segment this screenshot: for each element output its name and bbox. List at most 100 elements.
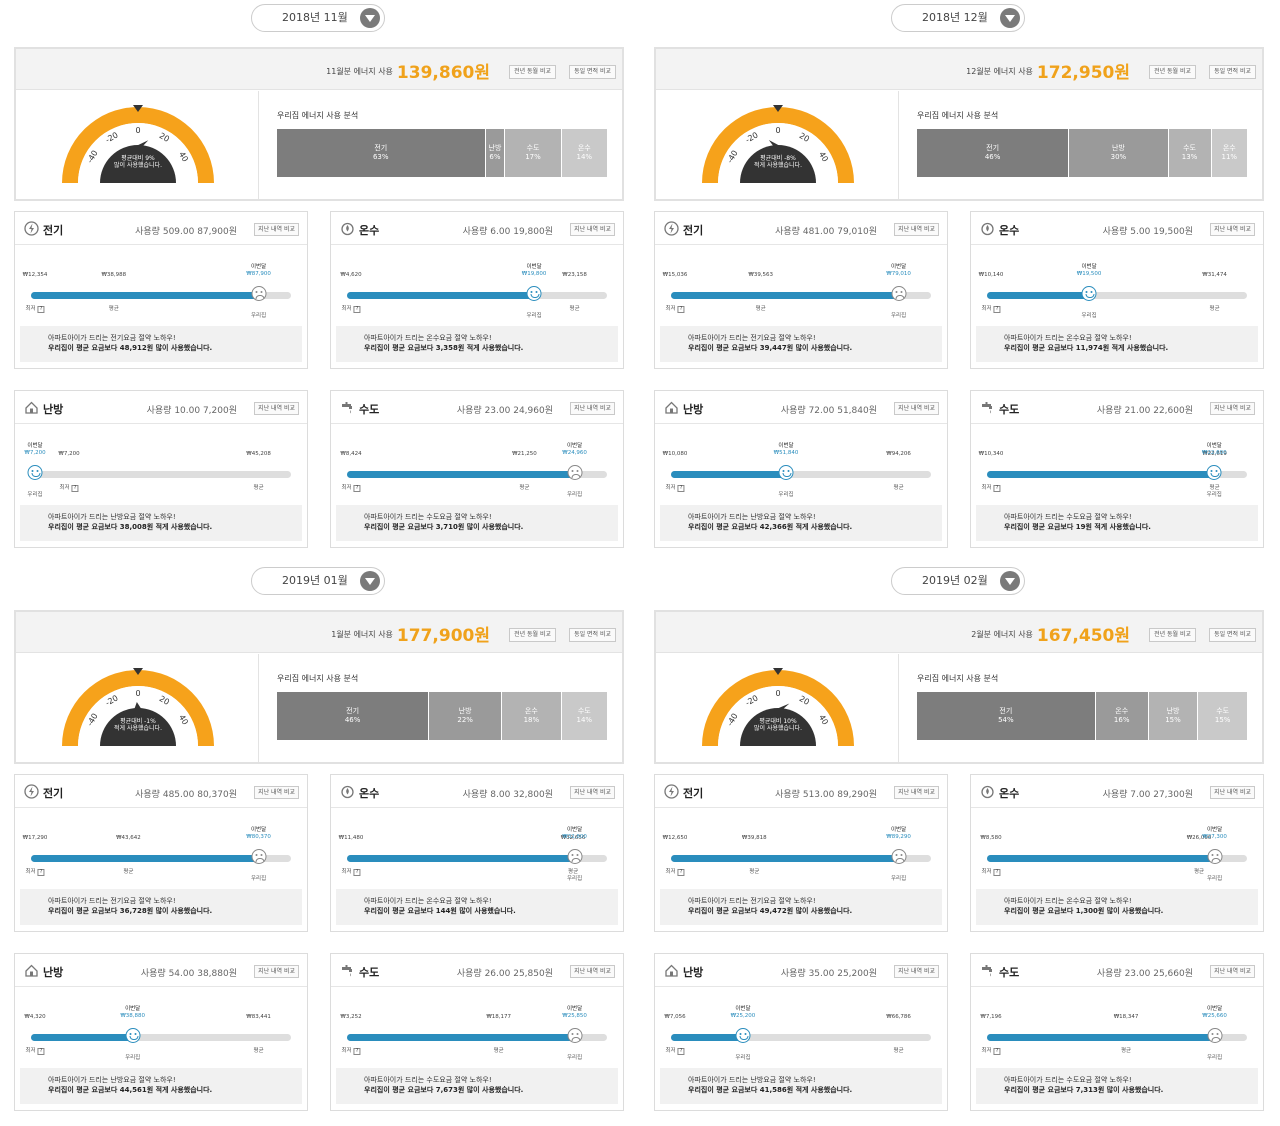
usage-value: 485.00 xyxy=(162,790,195,800)
card-header: 난방 사용량 54.00 38,880원 지난 내역 비교 xyxy=(15,954,307,987)
marker-avg: ₩45,208 xyxy=(246,451,271,458)
won-unit: 원 xyxy=(474,626,490,646)
gauge-caption-line2: 적게 사용했습니다. xyxy=(114,725,162,732)
help-icon[interactable]: ? xyxy=(37,869,45,876)
help-icon[interactable]: ? xyxy=(353,1048,361,1055)
history-compare-button[interactable]: 지난 내역 비교 xyxy=(1210,965,1255,978)
help-icon[interactable]: ? xyxy=(993,869,1001,876)
history-compare-button[interactable]: 지난 내역 비교 xyxy=(254,786,299,799)
help-icon[interactable]: ? xyxy=(353,306,361,313)
summary-body: -40 -20 0 20 40 평균대비 -8% 적게 사용했습니다. 우리집 에너지 사용 … xyxy=(656,91,1262,199)
utility-name: 난방 xyxy=(683,403,704,416)
prev-year-compare-button[interactable]: 전년 동월 비교 xyxy=(1149,65,1196,79)
usage-summary: 사용량 513.00 89,290원 xyxy=(775,787,877,800)
marker-caption: 최저 xyxy=(981,1048,992,1054)
history-compare-button[interactable]: 지난 내역 비교 xyxy=(570,965,615,978)
history-compare-button[interactable]: 지난 내역 비교 xyxy=(894,223,939,236)
history-compare-button[interactable]: 지난 내역 비교 xyxy=(570,402,615,415)
utility-card: 전기 사용량 485.00 80,370원 지난 내역 비교 ₩17,290 최저? ₩4… xyxy=(14,774,308,932)
total-amount: 167,450 xyxy=(1036,626,1115,646)
history-compare-button[interactable]: 지난 내역 비교 xyxy=(570,786,615,799)
history-compare-button[interactable]: 지난 내역 비교 xyxy=(254,402,299,415)
card-header: 수도 사용량 26.00 25,850원 지난 내역 비교 xyxy=(331,954,623,987)
month-selector[interactable]: 2019년 02월 xyxy=(891,567,1025,595)
usage-amount: 22,600원 xyxy=(1153,406,1193,416)
chevron-down-icon[interactable] xyxy=(1000,8,1020,28)
help-icon[interactable]: ? xyxy=(677,869,685,876)
breakdown-segment: 수도 13% xyxy=(1168,129,1212,177)
history-compare-button[interactable]: 지난 내역 비교 xyxy=(254,965,299,978)
marker-avg: ₩32,656 xyxy=(561,835,586,842)
help-icon[interactable]: ? xyxy=(993,1048,1001,1055)
usage-label: 사용량 xyxy=(462,227,488,237)
segment-percent: 46% xyxy=(984,153,1001,161)
help-icon[interactable]: ? xyxy=(353,869,361,876)
this-month-label: 이번달 xyxy=(27,443,43,449)
this-month-label: 이번달 xyxy=(891,827,907,833)
utility-name: 난방 xyxy=(43,403,64,416)
happy-face-icon xyxy=(735,1028,751,1043)
history-compare-button[interactable]: 지난 내역 비교 xyxy=(894,402,939,415)
history-compare-button[interactable]: 지난 내역 비교 xyxy=(1210,786,1255,799)
prev-year-compare-button[interactable]: 전년 동월 비교 xyxy=(1149,628,1196,642)
ours-label: 우리집 xyxy=(735,1055,751,1061)
chevron-down-icon[interactable] xyxy=(1000,571,1020,591)
help-icon[interactable]: ? xyxy=(993,485,1001,492)
history-compare-button[interactable]: 지난 내역 비교 xyxy=(254,223,299,236)
marker-amount: ₩31,474 xyxy=(1202,272,1227,278)
card-header: 수도 사용량 21.00 22,600원 지난 내역 비교 xyxy=(971,391,1263,424)
this-month-label: 이번달 xyxy=(891,264,907,270)
marker-caption: 평균 xyxy=(1209,485,1220,491)
marker-min-label: 최저? xyxy=(25,1046,45,1055)
breakdown-segment: 전기 46% xyxy=(917,129,1070,177)
help-icon[interactable]: ? xyxy=(37,306,45,313)
history-compare-button[interactable]: 지난 내역 비교 xyxy=(1210,223,1255,236)
month-section: 2019년 01월 177,900원 전년 동월 비교 동일 면적 비교 1월분 에너지… xyxy=(14,563,624,1126)
energy-summary-panel: 139,860원 전년 동월 비교 동일 면적 비교 11월분 에너지 사용 -40 -2… xyxy=(14,47,624,201)
marker-avg-label: 평균 xyxy=(1210,483,1220,491)
prev-year-compare-button[interactable]: 전년 동월 비교 xyxy=(509,628,556,642)
marker-caption: 최저 xyxy=(665,306,676,312)
marker-amount: ₩4,620 xyxy=(340,272,362,278)
usage-summary: 사용량 6.00 19,800원 xyxy=(463,224,553,237)
usage-label: 사용량 xyxy=(456,406,482,416)
same-area-compare-button[interactable]: 동일 면적 비교 xyxy=(569,65,616,79)
history-compare-button[interactable]: 지난 내역 비교 xyxy=(894,965,939,978)
ours-label: 우리집 xyxy=(567,876,583,882)
same-area-compare-button[interactable]: 동일 면적 비교 xyxy=(1209,65,1256,79)
usage-value: 54.00 xyxy=(168,969,195,979)
chevron-down-icon[interactable] xyxy=(360,571,380,591)
marker-amount: ₩94,206 xyxy=(886,451,911,457)
history-compare-button[interactable]: 지난 내역 비교 xyxy=(570,223,615,236)
help-icon[interactable]: ? xyxy=(677,306,685,313)
month-selector[interactable]: 2019년 01월 xyxy=(251,567,385,595)
help-icon[interactable]: ? xyxy=(993,306,1001,313)
marker-avg: ₩83,441 xyxy=(246,1014,271,1021)
marker-min-label: 최저? xyxy=(981,867,1001,876)
month-selector[interactable]: 2018년 12월 xyxy=(891,4,1025,32)
same-area-compare-button[interactable]: 동일 면적 비교 xyxy=(569,628,616,642)
energy-breakdown-bar: 전기 54% 온수 16% 난방 15% 수도 15% xyxy=(917,692,1248,740)
help-icon[interactable]: ? xyxy=(677,1048,685,1055)
usage-amount: 25,850원 xyxy=(513,969,553,979)
help-icon[interactable]: ? xyxy=(71,485,79,492)
utility-card: 난방 사용량 10.00 7,200원 지난 내역 비교 ₩7,200 최저? ₩45,2… xyxy=(14,390,308,548)
card-header: 난방 사용량 10.00 7,200원 지난 내역 비교 xyxy=(15,391,307,424)
breakdown-segment: 난방 22% xyxy=(429,692,503,740)
history-compare-button[interactable]: 지난 내역 비교 xyxy=(1210,402,1255,415)
help-icon[interactable]: ? xyxy=(353,485,361,492)
month-selector[interactable]: 2018년 11월 xyxy=(251,4,385,32)
month-usage-label: 11월분 에너지 사용 xyxy=(326,66,393,77)
prev-year-compare-button[interactable]: 전년 동월 비교 xyxy=(509,65,556,79)
card-header: 온수 사용량 5.00 19,500원 지난 내역 비교 xyxy=(971,212,1263,245)
saving-tip: 아파트아이가 드리는 수도요금 절약 노하우! 우리집이 평균 요금보다 7,31… xyxy=(976,1068,1258,1104)
help-icon[interactable]: ? xyxy=(37,1048,45,1055)
marker-min-label: 최저? xyxy=(59,483,79,492)
sad-face-icon xyxy=(251,286,267,301)
same-area-compare-button[interactable]: 동일 면적 비교 xyxy=(1209,628,1256,642)
marker-caption: 최저 xyxy=(981,869,992,875)
help-icon[interactable]: ? xyxy=(677,485,685,492)
marker-ours: 이번달 ₩19,800 xyxy=(522,264,547,278)
chevron-down-icon[interactable] xyxy=(360,8,380,28)
history-compare-button[interactable]: 지난 내역 비교 xyxy=(894,786,939,799)
